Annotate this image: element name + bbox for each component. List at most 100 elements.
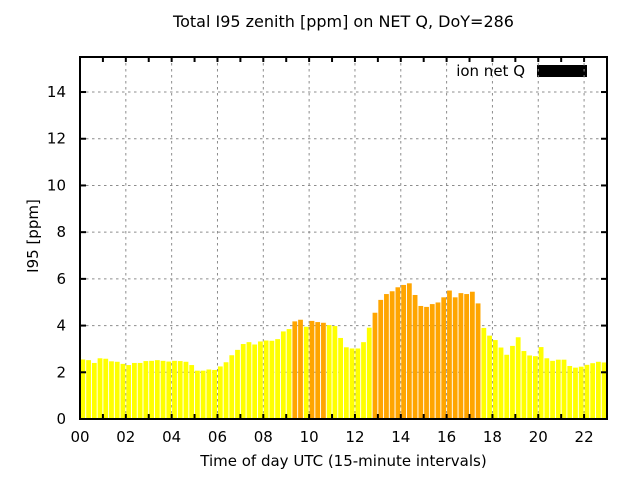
bar-20:45 [555, 359, 561, 419]
x-tick-label: 22 [575, 428, 594, 446]
bar-22:15 [590, 363, 596, 419]
bar-14:45 [418, 305, 424, 419]
bar-05:30 [206, 369, 212, 419]
bar-21:00 [561, 359, 567, 419]
bar-15:15 [429, 304, 435, 419]
bar-10:00 [309, 320, 315, 419]
bar-21:30 [573, 367, 578, 419]
bar-03:30 [160, 360, 166, 419]
bar-20:15 [544, 358, 550, 419]
bar-17:00 [469, 291, 475, 419]
y-tick-label: 14 [47, 83, 66, 101]
bar-19:30 [527, 355, 533, 419]
bar-10:45 [326, 325, 332, 419]
bar-13:30 [389, 291, 395, 419]
bar-10:15 [315, 322, 321, 419]
plot-border [79, 56, 608, 420]
bar-14:15 [406, 283, 412, 419]
bar-22:30 [595, 361, 601, 419]
x-tick-label: 12 [345, 428, 364, 446]
bar-05:00 [195, 370, 200, 419]
bar-12:45 [372, 312, 378, 419]
x-tick-label: 04 [162, 428, 181, 446]
bar-18:00 [492, 340, 498, 419]
bar-19:45 [532, 356, 538, 419]
bar-00:45 [97, 358, 103, 419]
bar-02:00 [126, 365, 132, 419]
bar-09:45 [303, 326, 309, 419]
bar-04:00 [172, 360, 177, 419]
bar-16:00 [447, 290, 452, 419]
x-tick-label: 20 [529, 428, 548, 446]
x-axis-title: Time of day UTC (15-minute intervals) [200, 452, 487, 470]
bar-17:30 [481, 327, 487, 419]
bar-07:15 [246, 342, 252, 419]
bar-04:45 [189, 365, 195, 419]
x-tick-label: 02 [116, 428, 135, 446]
bar-09:00 [286, 329, 292, 419]
bar-04:15 [177, 361, 183, 419]
bar-02:15 [132, 362, 137, 419]
bar-15:00 [424, 306, 429, 419]
bar-01:45 [120, 363, 126, 419]
y-tick-label: 2 [56, 363, 66, 381]
bar-11:15 [338, 337, 343, 419]
bar-02:45 [143, 361, 149, 419]
bar-07:45 [258, 341, 263, 419]
bar-07:00 [240, 344, 246, 419]
bar-06:30 [229, 355, 235, 419]
bar-08:15 [269, 340, 275, 419]
bar-18:15 [498, 347, 504, 419]
bar-14:00 [401, 284, 407, 419]
bar-15:30 [435, 302, 441, 419]
bar-16:15 [452, 297, 458, 419]
bar-05:45 [212, 369, 217, 419]
bar-01:30 [114, 361, 120, 419]
bar-21:45 [578, 366, 584, 419]
bar-12:30 [366, 327, 372, 419]
bar-08:30 [275, 339, 280, 419]
bar-01:15 [109, 361, 114, 419]
bar-13:00 [378, 299, 384, 419]
legend: ion net Q [456, 61, 587, 80]
bar-01:00 [103, 358, 109, 419]
bar-22:00 [584, 364, 590, 419]
bar-05:15 [200, 370, 206, 419]
bar-16:45 [464, 294, 470, 419]
bar-03:15 [154, 360, 160, 419]
bar-11:45 [349, 348, 355, 419]
bar-13:15 [384, 294, 389, 419]
y-tick-label: 8 [56, 223, 66, 241]
x-tick-label: 18 [483, 428, 502, 446]
y-tick-label: 4 [56, 317, 66, 335]
x-tick-label: 10 [300, 428, 319, 446]
chart-title: Total I95 zenith [ppm] on NET Q, DoY=286 [173, 12, 514, 31]
y-tick-label: 10 [47, 176, 66, 194]
bar-17:15 [475, 303, 481, 419]
bar-00:30 [91, 362, 97, 419]
legend-label: ion net Q [456, 61, 525, 80]
y-tick-label: 12 [47, 130, 66, 148]
x-tick-label: 08 [254, 428, 273, 446]
bar-11:30 [343, 347, 349, 419]
bar-11:00 [332, 326, 338, 419]
bar-04:30 [183, 361, 189, 419]
bar-09:30 [298, 319, 303, 419]
bar-17:45 [487, 335, 492, 419]
bar-08:45 [280, 331, 286, 419]
bar-06:45 [235, 349, 240, 419]
bar-00:00 [80, 359, 86, 419]
bar-18:30 [504, 354, 510, 419]
bar-21:15 [567, 365, 573, 419]
bar-13:45 [395, 287, 401, 419]
bar-06:00 [217, 366, 223, 419]
bar-03:45 [166, 361, 172, 419]
bar-22:45 [601, 362, 607, 419]
bar-08:00 [263, 340, 269, 419]
bar-15:45 [441, 297, 447, 419]
y-tick-label: 6 [56, 270, 66, 288]
bar-19:15 [521, 351, 527, 419]
bar-00:15 [86, 360, 91, 419]
x-tick-label: 00 [70, 428, 89, 446]
